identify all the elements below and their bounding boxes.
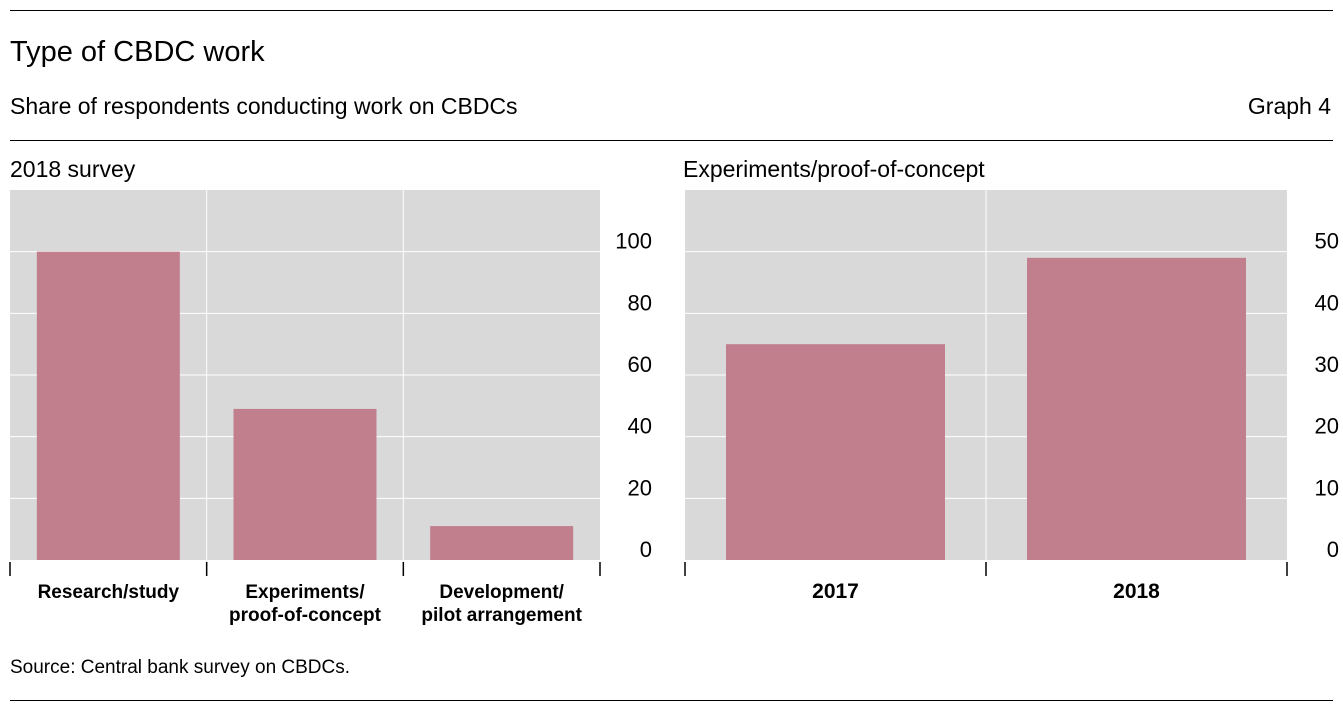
survey-bar	[233, 408, 377, 560]
header-rule	[10, 140, 1333, 141]
survey-category-label: proof-of-concept	[229, 605, 382, 626]
survey-y-tick-label: 100	[615, 229, 652, 254]
survey-y-tick-label: 80	[628, 290, 652, 315]
proof-y-tick-label: 10	[1315, 475, 1339, 500]
survey-category-label: pilot arrangement	[421, 605, 582, 626]
proof-y-tick-label: 30	[1315, 352, 1339, 377]
page-subtitle: Share of respondents conducting work on …	[10, 93, 518, 119]
survey-bar	[36, 251, 180, 560]
proof-y-tick-label: 40	[1315, 290, 1339, 315]
top-rule	[10, 10, 1333, 11]
survey-y-tick-label: 0	[640, 537, 652, 562]
survey-category-label: Research/study	[38, 582, 180, 603]
page-title: Type of CBDC work	[10, 36, 265, 68]
proof-y-tick-label: 20	[1315, 414, 1339, 439]
left-panel-title: 2018 survey	[10, 156, 136, 182]
proof-category-label: 2018	[1113, 580, 1160, 603]
proof-y-tick-label: 50	[1315, 229, 1339, 254]
proof-bar	[726, 344, 945, 560]
proof-y-tick-label: 0	[1327, 537, 1339, 562]
graph-number: Graph 4	[1247, 93, 1331, 119]
survey-y-tick-label: 20	[628, 475, 652, 500]
proof-bar	[1027, 257, 1246, 560]
survey-bar	[430, 526, 574, 560]
right-panel-title: Experiments/proof-of-concept	[683, 156, 985, 182]
survey-category-label: Development/	[439, 582, 564, 603]
survey-y-tick-label: 60	[628, 352, 652, 377]
bottom-rule	[10, 700, 1333, 701]
survey-category-label: Experiments/	[245, 582, 365, 603]
proof-category-label: 2017	[812, 580, 859, 603]
survey-y-tick-label: 40	[628, 414, 652, 439]
source-note: Source: Central bank survey on CBDCs.	[10, 657, 351, 678]
